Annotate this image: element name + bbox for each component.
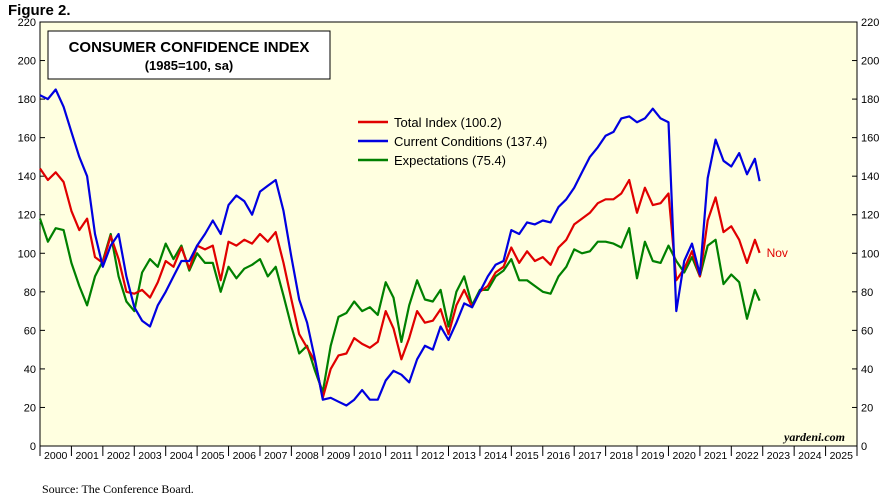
x-tick-label: 2023 [767,450,791,462]
x-tick-label: 2002 [107,450,131,462]
y-tick-label-right: 100 [861,248,879,260]
y-tick-label-right: 160 [861,133,879,145]
y-tick-label-right: 60 [861,325,873,337]
x-tick-label: 2025 [830,450,854,462]
figure-label: Figure 2. [8,2,71,19]
x-tick-label: 2008 [295,450,319,462]
x-tick-label: 2004 [170,450,194,462]
x-tick-label: 2014 [484,450,508,462]
x-tick-label: 2016 [547,450,571,462]
y-tick-label-left: 160 [18,133,36,145]
y-tick-label-left: 100 [18,248,36,260]
y-tick-label-right: 180 [861,94,879,106]
x-tick-label: 2010 [358,450,382,462]
y-tick-label-right: 0 [861,441,867,453]
plot-area [39,21,858,447]
x-tick-label: 2003 [138,450,162,462]
y-tick-label-right: 220 [861,17,879,29]
source-note: Source: The Conference Board. [42,482,194,496]
x-tick-label: 2019 [641,450,665,462]
legend-label: Total Index (100.2) [394,115,502,130]
y-tick-label-left: 40 [24,364,36,376]
y-tick-label-left: 0 [30,441,36,453]
y-tick-label-right: 20 [861,402,873,414]
y-tick-label-left: 60 [24,325,36,337]
y-tick-label-left: 120 [18,210,36,222]
x-tick-label: 2018 [610,450,634,462]
series-lines [38,88,761,407]
x-tick-label: 2012 [421,450,445,462]
chart-title: CONSUMER CONFIDENCE INDEX [69,39,310,56]
series-line-0 [39,167,761,399]
x-tick-label: 2022 [735,450,759,462]
x-tick-label: 2013 [453,450,477,462]
y-tick-label-right: 80 [861,287,873,299]
y-tick-label-left: 180 [18,94,36,106]
end-label: Nov [767,246,788,260]
x-tick-label: 2021 [704,450,728,462]
y-tick-label-right: 140 [861,171,879,183]
x-tick-label: 2005 [201,450,225,462]
x-tick-label: 2015 [515,450,539,462]
y-tick-label-right: 40 [861,364,873,376]
x-tick-label: 2000 [44,450,68,462]
x-tick-label: 2020 [672,450,696,462]
series-line-2 [38,218,761,394]
x-tick-label: 2024 [798,450,822,462]
chart-subtitle: (1985=100, sa) [145,58,234,73]
x-tick-label: 2006 [233,450,257,462]
series-line-1 [39,88,761,407]
x-tick-label: 2009 [327,450,351,462]
y-tick-label-right: 200 [861,56,879,68]
y-tick-label-left: 140 [18,171,36,183]
x-tick-label: 2007 [264,450,288,462]
y-tick-label-left: 200 [18,56,36,68]
y-tick-label-left: 220 [18,17,36,29]
y-tick-label-right: 120 [861,210,879,222]
legend: Total Index (100.2) Current Conditions (1… [358,115,547,168]
legend-label: Current Conditions (137.4) [394,134,547,149]
x-tick-label: 2017 [578,450,602,462]
x-tick-label: 2011 [390,450,413,462]
y-tick-label-left: 20 [24,402,36,414]
x-tick-label: 2001 [75,450,99,462]
title-box [47,30,331,80]
legend-label: Expectations (75.4) [394,153,506,168]
y-tick-label-left: 80 [24,287,36,299]
watermark: yardeni.com [782,430,845,444]
